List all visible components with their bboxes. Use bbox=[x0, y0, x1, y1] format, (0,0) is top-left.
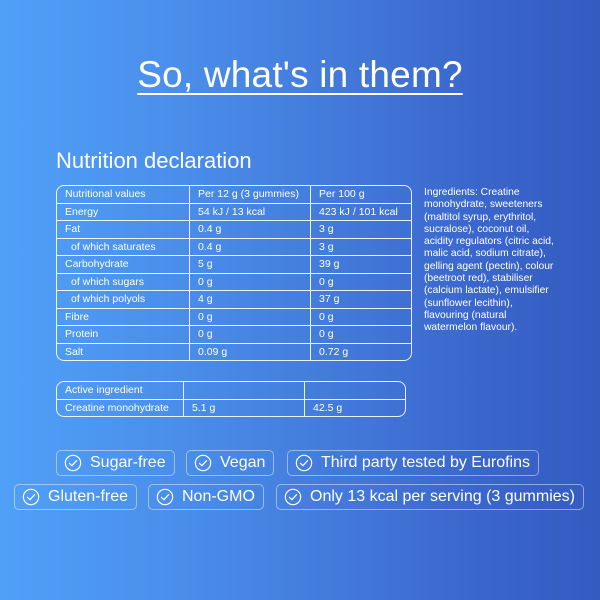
header-cell: Per 12 g (3 gummies) bbox=[190, 186, 311, 204]
table-row: of which saturates 0.4 g 3 g bbox=[57, 238, 411, 256]
header-cell: Per 100 g bbox=[311, 186, 411, 204]
row-label: of which sugars bbox=[57, 273, 190, 291]
badge-label: Sugar-free bbox=[90, 454, 166, 471]
row-label: Salt bbox=[57, 343, 190, 360]
badge-label: Gluten-free bbox=[48, 488, 129, 505]
per-serving-value: 0.4 g bbox=[190, 221, 311, 239]
row-label: Protein bbox=[57, 326, 190, 344]
active-ingredient-table: Active ingredient Creatine monohydrate 5… bbox=[56, 381, 406, 417]
row-label: Fibre bbox=[57, 308, 190, 326]
empty-cell bbox=[184, 382, 305, 400]
badge-third-party-tested: Third party tested by Eurofins bbox=[287, 450, 539, 476]
table-header-row: Nutritional values Per 12 g (3 gummies) … bbox=[57, 186, 411, 204]
badge-label: Non-GMO bbox=[182, 488, 255, 505]
row-label: Carbohydrate bbox=[57, 256, 190, 274]
per-serving-value: 0.4 g bbox=[190, 238, 311, 256]
nutrition-table: Nutritional values Per 12 g (3 gummies) … bbox=[56, 185, 412, 361]
per-100g-value: 0.72 g bbox=[319, 345, 349, 358]
row-label: of which saturates bbox=[57, 238, 190, 256]
badge-low-kcal: Only 13 kcal per serving (3 gummies) bbox=[276, 484, 584, 510]
table-row: Carbohydrate 5 g 39 g bbox=[57, 256, 411, 274]
badge-non-gmo: Non-GMO bbox=[148, 484, 264, 510]
per-serving-value: 5 g bbox=[190, 256, 311, 274]
per-100g-value: 42.5 g bbox=[313, 401, 343, 414]
badge-label: Only 13 kcal per serving (3 gummies) bbox=[310, 488, 575, 505]
per-serving-value: 0.09 g bbox=[190, 343, 311, 360]
per-serving-value: 0 g bbox=[190, 326, 311, 344]
page-title-text: So, what's in them? bbox=[137, 54, 463, 95]
badge-vegan: Vegan bbox=[186, 450, 275, 476]
per-serving-value: 4 g bbox=[190, 291, 311, 309]
per-serving-value: 0 g bbox=[190, 273, 311, 291]
table-row: Fibre 0 g 0 g bbox=[57, 308, 411, 326]
per-serving-value: 54 kJ / 13 kcal bbox=[190, 203, 311, 221]
table-header-row: Active ingredient bbox=[57, 382, 405, 400]
table-row: Creatine monohydrate 5.1 g 42.5 g bbox=[57, 399, 405, 416]
row-label: of which polyols bbox=[57, 291, 190, 309]
header-cell: Active ingredient bbox=[57, 382, 184, 400]
check-circle-icon bbox=[156, 488, 174, 506]
per-100g-value: 0 g bbox=[311, 274, 411, 291]
badge-label: Vegan bbox=[220, 454, 266, 471]
table-row: Fat 0.4 g 3 g bbox=[57, 221, 411, 239]
row-label: Energy bbox=[57, 203, 190, 221]
ingredients-text: Ingredients: Creatine monohydrate, sweet… bbox=[424, 187, 554, 334]
section-title: Nutrition declaration bbox=[56, 148, 252, 173]
check-circle-icon bbox=[295, 454, 313, 472]
per-100g-value: 37 g bbox=[311, 291, 411, 309]
row-label: Fat bbox=[57, 221, 190, 239]
per-100g-value: 3 g bbox=[311, 221, 411, 239]
check-circle-icon bbox=[22, 488, 40, 506]
per-serving-value: 0 g bbox=[190, 308, 311, 326]
per-serving-value: 5.1 g bbox=[184, 399, 305, 416]
check-circle-icon bbox=[194, 454, 212, 472]
empty-cell bbox=[305, 382, 405, 400]
table-row: Energy 54 kJ / 13 kcal 423 kJ / 101 kcal bbox=[57, 203, 411, 221]
per-100g-value: 0 g bbox=[311, 309, 411, 326]
badge-sugar-free: Sugar-free bbox=[56, 450, 175, 476]
table-row: Salt 0.09 g 0.72 g bbox=[57, 343, 411, 360]
per-100g-value: 3 g bbox=[311, 239, 411, 256]
header-cell: Nutritional values bbox=[57, 186, 190, 204]
check-circle-icon bbox=[284, 488, 302, 506]
check-circle-icon bbox=[64, 454, 82, 472]
table-row: Protein 0 g 0 g bbox=[57, 326, 411, 344]
badge-gluten-free: Gluten-free bbox=[14, 484, 138, 510]
page-title: So, what's in them? bbox=[0, 54, 600, 96]
row-label: Creatine monohydrate bbox=[57, 399, 184, 416]
table-row: of which polyols 4 g 37 g bbox=[57, 291, 411, 309]
per-100g-value: 39 g bbox=[311, 256, 411, 274]
per-100g-value: 423 kJ / 101 kcal bbox=[311, 204, 411, 221]
table-row: of which sugars 0 g 0 g bbox=[57, 273, 411, 291]
badge-label: Third party tested by Eurofins bbox=[321, 454, 530, 471]
per-100g-value: 0 g bbox=[311, 326, 411, 344]
